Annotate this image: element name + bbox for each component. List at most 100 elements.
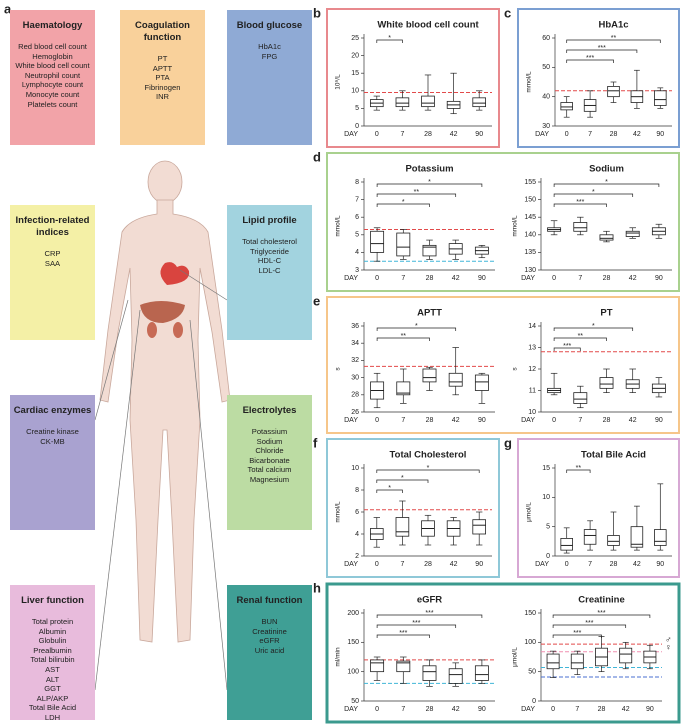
x-tick-label: 90	[646, 706, 654, 713]
x-axis-label: DAY	[344, 275, 358, 282]
box	[472, 519, 486, 535]
x-tick-label: 0	[375, 131, 379, 138]
x-axis-label: DAY	[521, 706, 535, 713]
category-item: CRP	[44, 249, 61, 258]
category-item: HDL-C	[257, 256, 282, 266]
significance-bracket	[552, 634, 602, 638]
category-item: Hemoglobin	[32, 51, 73, 61]
category-title: Lipid profile	[242, 215, 297, 226]
y-tick-label: 0	[546, 553, 550, 560]
significance-label: ***	[573, 630, 581, 637]
category-title: Haematology	[22, 20, 83, 31]
y-tick-label: 8	[355, 487, 359, 494]
x-tick-label: 7	[400, 131, 404, 138]
box	[599, 234, 614, 241]
significance-label: *	[427, 465, 430, 472]
y-axis-label: s	[512, 367, 519, 371]
category-item: Albumin	[38, 626, 67, 636]
significance-label: *	[605, 179, 608, 186]
y-tick-label: 150	[524, 196, 536, 203]
box	[474, 665, 489, 681]
y-tick-label: 11	[529, 387, 536, 394]
box	[607, 535, 620, 546]
y-axis-label: mmol/L	[335, 215, 342, 237]
significance-bracket	[376, 337, 430, 341]
category-item: Bicarbonate	[249, 455, 290, 465]
y-axis-label: ml/min	[335, 647, 342, 667]
category-title: Liver function	[21, 595, 84, 606]
y-tick-label: 30	[351, 374, 359, 381]
annotation: ♀	[665, 642, 672, 652]
y-axis-label: μmol/L	[512, 647, 519, 667]
category-item: CK-MB	[40, 436, 65, 446]
x-axis-label: DAY	[521, 275, 535, 282]
kidney-icon	[173, 322, 183, 338]
y-tick-label: 12	[528, 366, 536, 373]
y-tick-label: 155	[524, 179, 536, 186]
x-tick-label: 90	[655, 275, 663, 282]
significance-label: **	[611, 35, 617, 42]
chart-title: eGFR	[417, 595, 442, 606]
box	[422, 665, 437, 681]
significance-label: ***	[598, 45, 606, 52]
y-tick-label: 150	[347, 639, 359, 646]
category-item: Platelets count	[27, 99, 78, 109]
category-title: Blood glucose	[236, 20, 303, 31]
connectors	[94, 269, 228, 691]
y-axis-label: mmol/L	[526, 71, 533, 93]
y-tick-label: 3	[355, 267, 359, 274]
category-item: PT	[157, 54, 168, 63]
x-tick-label: 90	[655, 417, 663, 424]
y-tick-label: 10	[542, 494, 550, 501]
box	[570, 653, 584, 670]
y-tick-label: 5	[546, 524, 550, 531]
y-tick-label: 7	[355, 196, 359, 203]
y-tick-label: 100	[524, 639, 536, 646]
y-tick-label: 50	[351, 698, 359, 705]
annotation: ♂	[665, 634, 672, 644]
chart-title: Total Cholesterol	[390, 450, 467, 461]
category-item: INR	[155, 92, 170, 102]
x-axis-label: DAY	[344, 561, 358, 568]
x-tick-label: 42	[450, 131, 458, 138]
y-tick-label: 2	[355, 553, 359, 560]
y-tick-label: 36	[351, 323, 359, 330]
panel-frame	[326, 438, 500, 578]
box	[396, 381, 411, 396]
x-tick-label: 42	[452, 706, 460, 713]
box	[573, 222, 588, 232]
x-tick-label: 7	[588, 131, 592, 138]
significance-label: *	[592, 189, 595, 196]
category-item: Prealbumin	[33, 645, 72, 655]
panel-frame	[326, 296, 680, 434]
x-tick-label: 0	[565, 561, 569, 568]
y-tick-label: 135	[524, 249, 536, 256]
category-item: AST	[45, 664, 60, 674]
x-tick-label: 7	[401, 275, 405, 282]
panel-label: g	[504, 435, 512, 450]
y-tick-label: 130	[524, 267, 536, 274]
box	[573, 392, 588, 404]
box	[619, 647, 633, 664]
x-tick-label: 42	[452, 275, 460, 282]
category-box: Coagulation function PT APTT PTA Fibrinogen I…	[120, 10, 205, 145]
x-tick-label: 42	[633, 131, 641, 138]
x-tick-label: 7	[588, 561, 592, 568]
significance-bracket	[566, 39, 661, 43]
panel-label: e	[313, 293, 320, 308]
panel-label: b	[313, 5, 321, 20]
category-box: Lipid profile Total cholesterol Triglyceri…	[227, 205, 312, 340]
y-tick-label: 4	[355, 531, 359, 538]
x-axis-label: DAY	[521, 417, 535, 424]
box	[474, 374, 489, 391]
x-tick-label: 90	[475, 561, 483, 568]
y-tick-label: 6	[355, 214, 359, 221]
significance-bracket	[552, 614, 651, 618]
category-item: Globulin	[38, 636, 67, 646]
significance-bracket	[566, 469, 591, 473]
box	[472, 97, 486, 108]
box	[448, 372, 463, 387]
category-title: Renal function	[236, 595, 303, 606]
significance-label: *	[401, 475, 404, 482]
